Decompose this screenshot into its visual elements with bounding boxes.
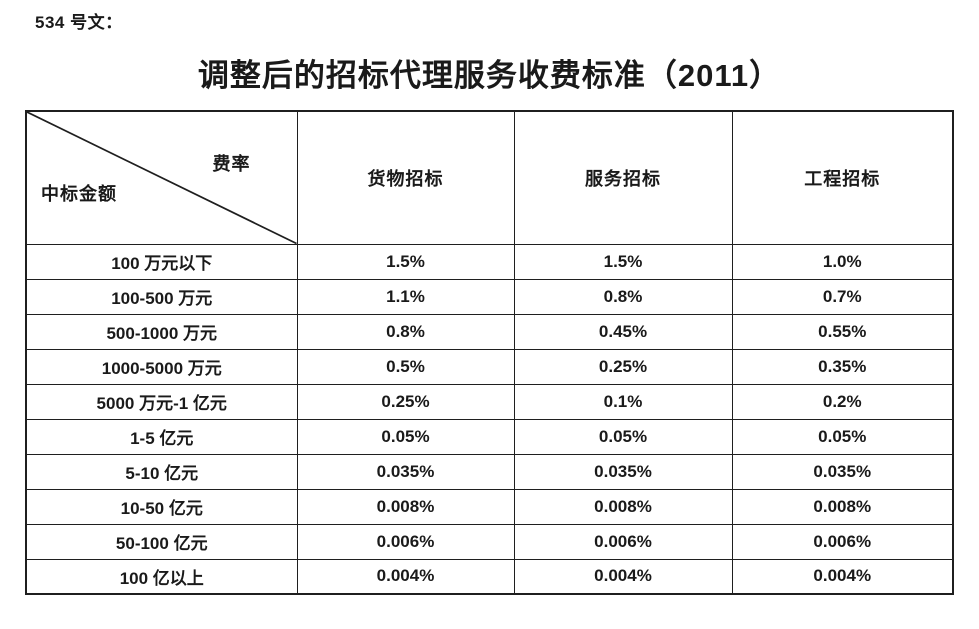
- corner-label-rate: 费率: [212, 154, 251, 174]
- amount-range: 50-100 亿元: [25, 523, 298, 560]
- column-header-goods: 货物招标: [296, 110, 515, 245]
- table-row: 10-50 亿元 0.008% 0.008% 0.008%: [25, 488, 954, 525]
- rate-goods: 0.8%: [296, 313, 515, 350]
- table-row: 100 亿以上 0.004% 0.004% 0.004%: [25, 558, 954, 595]
- rate-goods: 0.035%: [296, 453, 515, 490]
- table-row: 100 万元以下 1.5% 1.5% 1.0%: [25, 243, 954, 280]
- rate-engineering: 1.0%: [731, 243, 954, 280]
- rate-engineering: 0.004%: [731, 558, 954, 595]
- rate-goods: 0.5%: [296, 348, 515, 385]
- page-title: 调整后的招标代理服务收费标准（2011）: [197, 58, 782, 93]
- amount-range: 5-10 亿元: [25, 453, 298, 490]
- rate-goods: 0.05%: [296, 418, 515, 455]
- amount-range: 5000 万元-1 亿元: [25, 383, 298, 420]
- amount-range: 100-500 万元: [25, 278, 298, 315]
- doc-number-label: 534 号文：: [35, 13, 123, 32]
- rate-services: 0.035%: [513, 453, 733, 490]
- rate-engineering: 0.035%: [731, 453, 954, 490]
- fee-rate-table: 费率 中标金额 货物招标 服务招标 工程招标 100 万元以下 1.5% 1.5…: [25, 110, 954, 595]
- rate-goods: 0.004%: [296, 558, 515, 595]
- rate-engineering: 0.35%: [731, 348, 954, 385]
- rate-goods: 0.008%: [296, 488, 515, 525]
- column-header-services: 服务招标: [513, 110, 733, 245]
- table-row: 5000 万元-1 亿元 0.25% 0.1% 0.2%: [25, 383, 954, 420]
- rate-services: 0.004%: [513, 558, 733, 595]
- amount-range: 500-1000 万元: [25, 313, 298, 350]
- table-row: 500-1000 万元 0.8% 0.45% 0.55%: [25, 313, 954, 350]
- amount-range: 1000-5000 万元: [25, 348, 298, 385]
- rate-services: 0.05%: [513, 418, 733, 455]
- corner-cell: 费率 中标金额: [25, 110, 298, 245]
- header-row: 费率 中标金额 货物招标 服务招标 工程招标: [25, 110, 954, 245]
- rate-engineering: 0.55%: [731, 313, 954, 350]
- rate-services: 0.006%: [513, 523, 733, 560]
- rate-services: 0.8%: [513, 278, 733, 315]
- rate-engineering: 0.05%: [731, 418, 954, 455]
- table-row: 1000-5000 万元 0.5% 0.25% 0.35%: [25, 348, 954, 385]
- rate-engineering: 0.2%: [731, 383, 954, 420]
- rate-services: 0.25%: [513, 348, 733, 385]
- amount-range: 10-50 亿元: [25, 488, 298, 525]
- rate-goods: 0.25%: [296, 383, 515, 420]
- rate-services: 0.45%: [513, 313, 733, 350]
- rate-engineering: 0.7%: [731, 278, 954, 315]
- rate-engineering: 0.008%: [731, 488, 954, 525]
- table-row: 1-5 亿元 0.05% 0.05% 0.05%: [25, 418, 954, 455]
- corner-label-amount: 中标金额: [41, 183, 117, 204]
- table-row: 50-100 亿元 0.006% 0.006% 0.006%: [25, 523, 954, 560]
- rate-goods: 1.1%: [296, 278, 515, 315]
- rate-services: 1.5%: [513, 243, 733, 280]
- diagonal-divider-line: [27, 112, 297, 244]
- column-header-engineering: 工程招标: [731, 110, 954, 245]
- amount-range: 100 亿以上: [25, 558, 298, 595]
- amount-range: 1-5 亿元: [25, 418, 298, 455]
- rate-goods: 0.006%: [296, 523, 515, 560]
- table-row: 100-500 万元 1.1% 0.8% 0.7%: [25, 278, 954, 315]
- rate-services: 0.008%: [513, 488, 733, 525]
- table-row: 5-10 亿元 0.035% 0.035% 0.035%: [25, 453, 954, 490]
- rate-services: 0.1%: [513, 383, 733, 420]
- amount-range: 100 万元以下: [25, 243, 298, 280]
- rate-engineering: 0.006%: [731, 523, 954, 560]
- rate-goods: 1.5%: [296, 243, 515, 280]
